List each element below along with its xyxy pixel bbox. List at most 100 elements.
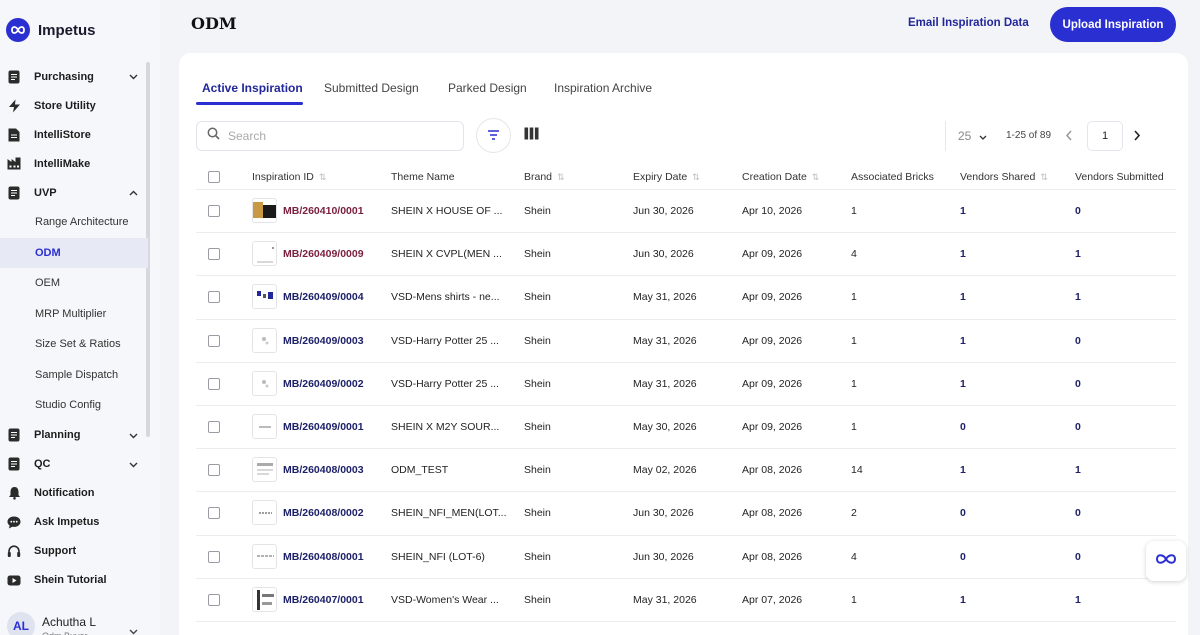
page-number-input[interactable]: 1 bbox=[1087, 121, 1123, 151]
row-checkbox[interactable] bbox=[208, 291, 220, 304]
inspiration-thumbnail[interactable] bbox=[252, 500, 277, 526]
inspiration-thumbnail[interactable] bbox=[252, 543, 277, 569]
sidebar-item-shein-tutorial[interactable]: Shein Tutorial bbox=[0, 566, 148, 595]
sidebar-item-intellimake[interactable]: IntelliMake bbox=[0, 149, 148, 178]
column-header-bricks[interactable]: Associated Bricks bbox=[851, 171, 934, 183]
sidebar-subitem-sample-dispatch[interactable]: Sample Dispatch bbox=[35, 368, 119, 381]
chevron-right-icon[interactable] bbox=[1133, 128, 1141, 146]
user-profile[interactable]: AL Achutha L Odm Buyer bbox=[7, 612, 138, 635]
chevron-left-icon[interactable] bbox=[1065, 128, 1073, 146]
tab-active-inspiration[interactable]: Active Inspiration bbox=[202, 81, 303, 95]
inspiration-thumbnail[interactable] bbox=[252, 327, 277, 353]
table-row[interactable]: MB/260409/0009 SHEIN X CVPL(MEN ... Shein J… bbox=[196, 233, 1176, 277]
chevron-up-icon[interactable] bbox=[129, 187, 138, 199]
inspiration-thumbnail[interactable] bbox=[252, 586, 277, 612]
cell-shared: 1 bbox=[960, 291, 966, 304]
table-row[interactable]: MB/260408/0003 ODM_TEST Shein May 02, 2026 A… bbox=[196, 449, 1176, 493]
cell-id[interactable]: MB/260409/0004 bbox=[283, 291, 364, 304]
sidebar-subitem-odm[interactable]: ODM bbox=[0, 237, 148, 268]
sidebar-subitem-mrp-multiplier[interactable]: MRP Multiplier bbox=[35, 307, 107, 320]
cell-id[interactable]: MB/260408/0001 bbox=[283, 550, 364, 563]
column-header-shared[interactable]: Vendors Shared ⇅ bbox=[960, 171, 1048, 183]
table-row[interactable]: MB/260408/0001 SHEIN_NFI (LOT-6) Shein Jun … bbox=[196, 536, 1176, 579]
sidebar-item-support[interactable]: Support bbox=[0, 537, 148, 566]
table-row[interactable]: MB/260409/0004 VSD-Mens shirts - ne... She… bbox=[196, 276, 1176, 320]
row-checkbox[interactable] bbox=[208, 464, 220, 477]
table-row[interactable]: MB/260407/0001 VSD-Women's Wear ... Shein M… bbox=[196, 579, 1176, 622]
cell-id[interactable]: MB/260409/0003 bbox=[283, 334, 364, 347]
sidebar-item-planning[interactable]: Planning bbox=[0, 421, 148, 450]
sort-icon[interactable]: ⇅ bbox=[1040, 171, 1048, 182]
select-all-checkbox[interactable] bbox=[208, 171, 220, 183]
row-checkbox[interactable] bbox=[208, 420, 220, 433]
cell-bricks: 1 bbox=[851, 205, 857, 217]
cell-id[interactable]: MB/260409/0002 bbox=[283, 377, 364, 390]
cell-id[interactable]: MB/260408/0003 bbox=[283, 464, 364, 477]
inspiration-thumbnail[interactable] bbox=[252, 284, 277, 310]
table-row[interactable]: MB/260408/0002 SHEIN_NFI_MEN(LOT... Shein J… bbox=[196, 492, 1176, 536]
sidebar-scrollbar[interactable] bbox=[146, 62, 150, 437]
table-row[interactable]: MB/260409/0002 VSD-Harry Potter 25 ... She… bbox=[196, 363, 1176, 406]
inspiration-thumbnail[interactable] bbox=[252, 241, 277, 267]
sidebar-subitem-size-set-ratios[interactable]: Size Set & Ratios bbox=[35, 338, 121, 351]
page-size-select[interactable]: 25 bbox=[945, 121, 995, 151]
column-header-theme[interactable]: Theme Name bbox=[391, 171, 455, 183]
cell-id[interactable]: MB/260407/0001 bbox=[283, 593, 364, 606]
cell-submitted: 1 bbox=[1075, 291, 1081, 304]
cell-expiry: Jun 30, 2026 bbox=[633, 550, 694, 563]
sidebar-subitem-oem[interactable]: OEM bbox=[35, 277, 61, 290]
inspiration-thumbnail[interactable] bbox=[252, 198, 277, 223]
column-header-id[interactable]: Inspiration ID ⇅ bbox=[252, 171, 326, 183]
cell-submitted: 0 bbox=[1075, 420, 1081, 433]
table-row[interactable]: MB/260409/0001 SHEIN X M2Y SOUR... Shein Ma… bbox=[196, 406, 1176, 450]
inspiration-thumbnail[interactable] bbox=[252, 457, 277, 483]
search-input[interactable] bbox=[228, 129, 448, 143]
cell-id[interactable]: MB/260409/0009 bbox=[283, 248, 364, 261]
sidebar-subitem-range-architecture[interactable]: Range Architecture bbox=[35, 216, 129, 229]
sidebar-item-purchasing[interactable]: Purchasing bbox=[0, 62, 148, 91]
sidebar-item-intellistore[interactable]: IntelliStore bbox=[0, 120, 148, 149]
tab-parked-design[interactable]: Parked Design bbox=[448, 81, 527, 95]
chevron-down-icon[interactable] bbox=[129, 430, 138, 442]
row-checkbox[interactable] bbox=[208, 248, 220, 261]
chevron-down-icon[interactable] bbox=[129, 459, 138, 471]
filter-button[interactable] bbox=[476, 118, 511, 153]
cell-id[interactable]: MB/260410/0001 bbox=[283, 205, 364, 217]
sidebar-item-uvp[interactable]: UVP bbox=[0, 178, 148, 207]
row-checkbox[interactable] bbox=[208, 593, 220, 606]
tab-submitted-design[interactable]: Submitted Design bbox=[324, 81, 419, 95]
upload-inspiration-button[interactable]: Upload Inspiration bbox=[1050, 7, 1176, 42]
cell-id[interactable]: MB/260409/0001 bbox=[283, 420, 364, 433]
column-header-brand[interactable]: Brand ⇅ bbox=[524, 171, 565, 183]
tab-inspiration-archive[interactable]: Inspiration Archive bbox=[554, 81, 653, 95]
assistant-launcher-button[interactable] bbox=[1146, 541, 1186, 581]
sidebar-item-qc[interactable]: QC bbox=[0, 450, 148, 479]
sidebar-item-store-utility[interactable]: Store Utility bbox=[0, 91, 148, 120]
sidebar-subitem-studio-config[interactable]: Studio Config bbox=[35, 399, 102, 412]
inspiration-thumbnail[interactable] bbox=[252, 413, 277, 439]
email-inspiration-link[interactable]: Email Inspiration Data bbox=[908, 17, 1029, 29]
sort-icon[interactable]: ⇅ bbox=[557, 171, 565, 182]
column-header-expiry[interactable]: Expiry Date ⇅ bbox=[633, 171, 700, 183]
column-header-creation[interactable]: Creation Date ⇅ bbox=[742, 171, 819, 183]
sidebar-item-notification[interactable]: Notification bbox=[0, 479, 148, 508]
table-row[interactable]: MB/260410/0001 SHEIN X HOUSE OF ... Shein J… bbox=[196, 190, 1176, 234]
column-header-submitted[interactable]: Vendors Submitted bbox=[1075, 171, 1164, 183]
sidebar-item-ask-impetus[interactable]: Ask Impetus bbox=[0, 508, 148, 537]
inspiration-thumbnail[interactable] bbox=[252, 370, 277, 396]
row-checkbox[interactable] bbox=[208, 205, 220, 217]
row-checkbox[interactable] bbox=[208, 334, 220, 347]
sort-icon[interactable]: ⇅ bbox=[318, 171, 327, 182]
row-checkbox[interactable] bbox=[208, 377, 220, 390]
sort-icon[interactable]: ⇅ bbox=[692, 171, 700, 182]
brand[interactable]: Impetus bbox=[6, 18, 96, 42]
row-checkbox[interactable] bbox=[208, 507, 220, 520]
chevron-down-icon[interactable] bbox=[129, 71, 138, 83]
sort-icon[interactable]: ⇅ bbox=[811, 171, 820, 182]
columns-button[interactable] bbox=[524, 127, 539, 145]
cell-id[interactable]: MB/260408/0002 bbox=[283, 507, 364, 520]
table-row[interactable]: MB/260409/0003 VSD-Harry Potter 25 ... She… bbox=[196, 320, 1176, 363]
chevron-down-icon[interactable] bbox=[129, 622, 138, 635]
row-checkbox[interactable] bbox=[208, 550, 220, 563]
search-icon bbox=[207, 127, 220, 145]
